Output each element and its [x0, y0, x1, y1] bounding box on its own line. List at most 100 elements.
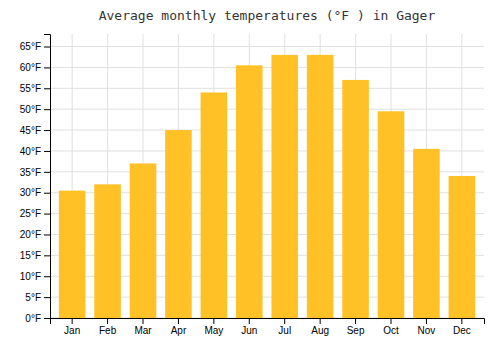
bar: [165, 130, 192, 318]
tick: 60°F: [20, 62, 50, 73]
tick-mark: [213, 318, 214, 324]
tick-mark: [44, 151, 50, 152]
tick-mark: [44, 193, 50, 194]
bar: [378, 111, 405, 318]
tick: Jun: [241, 318, 257, 336]
grid: [50, 34, 484, 318]
tick: 15°F: [20, 250, 50, 261]
x-axis: Jan Feb Mar Apr May Jun Jul Aug Sep Oct Nov Dec: [51, 318, 485, 336]
axis-line: [51, 319, 485, 325]
tick-mark: [178, 318, 179, 324]
tick: 25°F: [20, 208, 50, 219]
tick-mark: [44, 276, 50, 277]
tick-label: Mar: [134, 325, 152, 336]
tick-label: 50°F: [20, 104, 41, 115]
tick-mark: [44, 255, 50, 256]
tick-mark: [44, 214, 50, 215]
tick: 45°F: [20, 125, 50, 136]
tick-label: Jun: [241, 325, 257, 336]
tick-mark: [249, 318, 250, 324]
bar: [342, 80, 369, 318]
tick: Apr: [171, 318, 187, 336]
tick-label: 30°F: [20, 187, 41, 198]
tick-label: 25°F: [20, 208, 41, 219]
bar: [449, 176, 476, 318]
tick-mark: [44, 172, 50, 173]
tick: Mar: [134, 318, 152, 336]
tick-mark: [143, 318, 144, 324]
tick: Jan: [64, 318, 80, 336]
tick-mark: [391, 318, 392, 324]
tick-mark: [44, 130, 50, 131]
bar: [307, 55, 334, 318]
tick-mark: [44, 67, 50, 68]
tick: Jul: [278, 318, 291, 336]
tick-label: 15°F: [20, 250, 41, 261]
tick-label: Feb: [99, 325, 117, 336]
tick-label: 35°F: [20, 167, 41, 178]
tick: 0°F: [25, 313, 50, 324]
tick: 10°F: [20, 271, 50, 282]
tick: 55°F: [20, 83, 50, 94]
bar: [201, 92, 228, 318]
tick: Feb: [99, 318, 117, 336]
tick: 20°F: [20, 229, 50, 240]
tick-label: Jan: [64, 325, 80, 336]
tick: 35°F: [20, 167, 50, 178]
bar: [94, 184, 121, 318]
grid-line: [50, 46, 484, 47]
tick-mark: [44, 47, 50, 48]
tick: Oct: [383, 318, 399, 336]
tick: 65°F: [20, 41, 50, 52]
title: Average monthly temperatures (°F ) in Ga…: [99, 8, 436, 23]
bars: [59, 55, 475, 318]
tick-mark: [461, 318, 462, 324]
tick: 40°F: [20, 146, 50, 157]
tick-label: 55°F: [20, 83, 41, 94]
tick-mark: [426, 318, 427, 324]
tick-label: Sep: [347, 325, 365, 336]
tick-label: Dec: [453, 325, 471, 336]
bar: [413, 149, 440, 318]
bar: [236, 65, 263, 318]
chart: 0°F 5°F 10°F 15°F 20°F 25°F 30°F 35°F 40°F 45°F 50…: [0, 0, 500, 350]
tick-label: 20°F: [20, 229, 41, 240]
tick: May: [204, 318, 223, 336]
tick: Sep: [347, 318, 365, 336]
tick-label: Nov: [418, 325, 436, 336]
tick-mark: [44, 88, 50, 89]
tick-mark: [44, 109, 50, 110]
bar: [59, 191, 86, 318]
tick-mark: [320, 318, 321, 324]
tick-label: Oct: [383, 325, 399, 336]
tick: Dec: [453, 318, 471, 336]
grid-line: [50, 88, 484, 89]
y-axis: 0°F 5°F 10°F 15°F 20°F 25°F 30°F 35°F 40°F 45°F 50…: [20, 35, 51, 324]
tick-mark: [355, 318, 356, 324]
tick-label: 65°F: [20, 41, 41, 52]
tick-mark: [44, 234, 50, 235]
tick-mark: [44, 318, 50, 319]
tick-label: 5°F: [25, 292, 41, 303]
tick-mark: [284, 318, 285, 324]
tick: Aug: [311, 318, 329, 336]
tick-label: Aug: [311, 325, 329, 336]
tick-label: Apr: [171, 325, 187, 336]
tick-label: Jul: [278, 325, 291, 336]
tick-label: 45°F: [20, 125, 41, 136]
tick-mark: [107, 318, 108, 324]
tick: 50°F: [20, 104, 50, 115]
axis-line: [44, 35, 51, 319]
tick-label: 10°F: [20, 271, 41, 282]
tick: 30°F: [20, 187, 50, 198]
grid-line: [50, 109, 484, 110]
tick: Nov: [418, 318, 436, 336]
tick-mark: [44, 297, 50, 298]
grid-line: [50, 67, 484, 68]
tick-label: 0°F: [25, 313, 41, 324]
bar: [271, 55, 298, 318]
tick-mark: [72, 318, 73, 324]
tick-label: May: [204, 325, 223, 336]
tick-label: 40°F: [20, 146, 41, 157]
grid-line: [50, 130, 484, 131]
